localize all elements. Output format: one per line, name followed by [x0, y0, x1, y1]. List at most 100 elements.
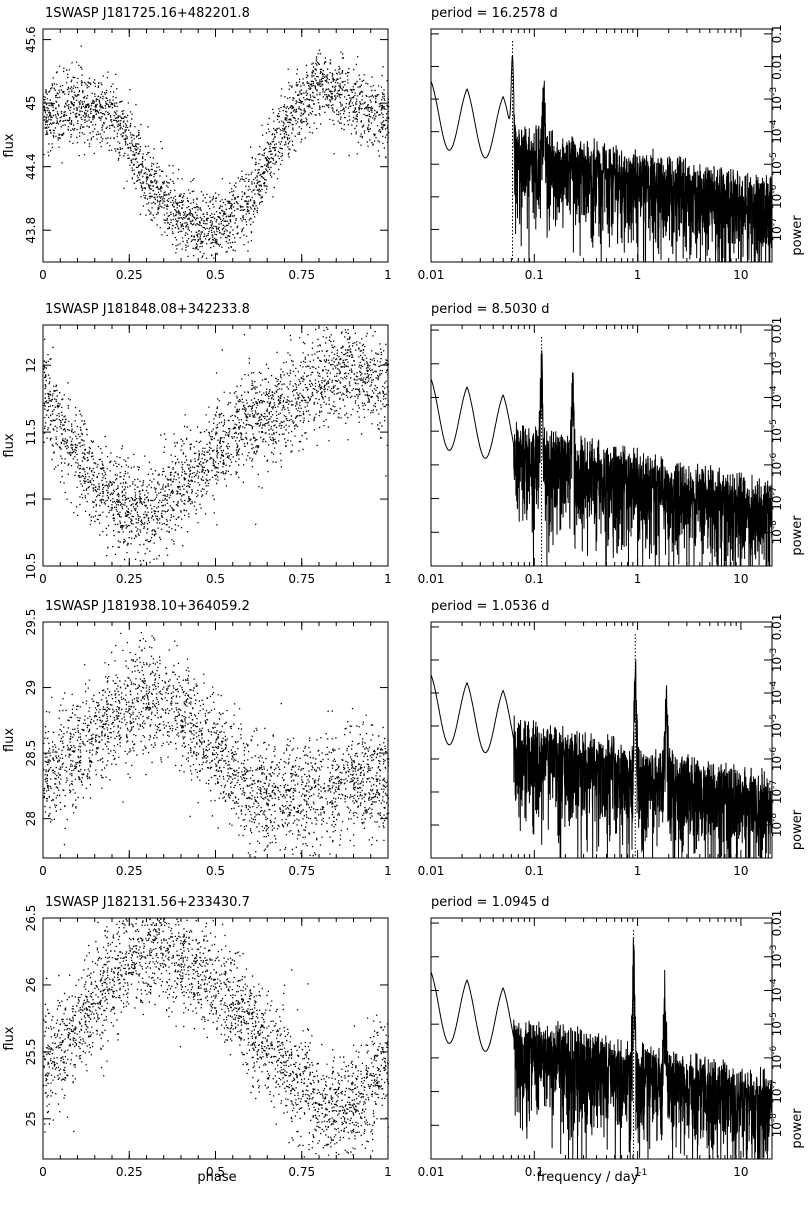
x-tick-label: 0.25	[116, 268, 143, 282]
y-tick-label: 45	[24, 95, 38, 110]
y-axis-label-flux: flux	[2, 1026, 17, 1050]
y-tick-label: 11.5	[24, 419, 38, 446]
x-tick-label: 0.25	[116, 1165, 143, 1179]
y-tick-label: 10-8	[769, 520, 784, 545]
y-tick-label: 10-7	[769, 486, 784, 510]
y-tick-label: 0.01	[770, 317, 784, 344]
y-tick-label: 10-5	[769, 419, 784, 443]
star-name-title: 1SWASP J181848.08+342233.8	[45, 302, 250, 317]
y-tick-label: 10-4	[769, 978, 784, 1003]
x-tick-label: 0.01	[418, 864, 445, 878]
y-axis-label-flux: flux	[2, 728, 17, 752]
x-tick-label: 0.75	[288, 572, 315, 586]
x-tick-label: 1	[384, 1165, 392, 1179]
flux-points	[43, 45, 390, 259]
x-tick-label: 0	[39, 1165, 47, 1179]
x-tick-label: 0.01	[418, 572, 445, 586]
y-tick-label: 26.5	[24, 905, 38, 932]
y-axis-label-power: power	[790, 515, 805, 556]
y-tick-label: 43.8	[24, 217, 38, 244]
y-tick-label: 10-5	[769, 152, 784, 176]
y-axis-label-power: power	[790, 1108, 805, 1149]
y-tick-label: 10-5	[769, 714, 784, 738]
x-tick-label: 1	[384, 864, 392, 878]
y-tick-label: 28.5	[24, 740, 38, 767]
y-tick-label: 10-6	[769, 184, 784, 209]
power-spectrum-line	[430, 55, 773, 263]
light-curve-panel-3: 1SWASP J181938.10+364059.2 flux 0 0.25 0.5 0.…	[2, 599, 392, 878]
y-tick-label: 25.5	[24, 1039, 38, 1066]
y-tick-label: 10-3	[769, 648, 784, 672]
light-curve-frame	[42, 324, 389, 567]
x-tick-label: 0.25	[116, 572, 143, 586]
y-tick-label: 10-8	[769, 1113, 784, 1138]
periodogram-panel-3: period = 1.0536 d power 0.01 0.1 1 10 10-8 10-7…	[418, 599, 805, 878]
periodogram-panel-4: period = 1.0945 d power 0.01 0.1 1 10 10-8 10-7…	[418, 895, 805, 1179]
light-curve-frame	[42, 917, 389, 1160]
x-tick-label: 0.1	[525, 1165, 544, 1179]
y-tick-label: 11	[24, 491, 38, 506]
period-label: period = 16.2578 d	[431, 6, 558, 21]
y-tick-label: 0.01	[770, 53, 784, 80]
periodogram-frame	[430, 28, 773, 263]
x-tick-label: 1	[634, 864, 642, 878]
x-tick-label: 0.75	[288, 1165, 315, 1179]
x-axis-label-phase: phase	[197, 1170, 236, 1185]
period-label: period = 1.0945 d	[431, 895, 549, 910]
star-name-title: 1SWASP J182131.56+233430.7	[45, 895, 250, 910]
power-spectrum-line	[430, 938, 773, 1160]
y-tick-label: 10-3	[769, 87, 784, 111]
x-tick-label: 0	[39, 268, 47, 282]
y-tick-label: 10-5	[769, 1012, 784, 1036]
x-tick-label: 0.25	[116, 864, 143, 878]
x-tick-label: 10	[733, 572, 748, 586]
y-tick-label: 26	[24, 977, 38, 992]
x-tick-label: 0.5	[206, 864, 225, 878]
y-tick-label: 10-3	[769, 945, 784, 969]
periodogram-frame	[430, 621, 773, 859]
x-tick-label: 0.1	[525, 572, 544, 586]
x-tick-label: 0.5	[206, 572, 225, 586]
x-tick-label: 1	[384, 572, 392, 586]
y-tick-label: 10-3	[769, 352, 784, 376]
x-tick-label: 0.5	[206, 1165, 225, 1179]
y-tick-label: 10-7	[769, 217, 784, 241]
y-tick-label: 10-8	[769, 813, 784, 838]
y-axis-label-power: power	[790, 809, 805, 850]
x-tick-label: 1	[384, 268, 392, 282]
flux-points	[43, 327, 390, 567]
y-tick-label: 12	[24, 358, 38, 373]
star-name-title: 1SWASP J181938.10+364059.2	[45, 599, 250, 614]
y-tick-label: 10-6	[769, 1045, 784, 1070]
periodogram-frame	[430, 917, 773, 1160]
x-tick-label: 10	[733, 1165, 748, 1179]
y-tick-label: 10-6	[769, 747, 784, 772]
x-tick-label: 0.1	[525, 864, 544, 878]
y-tick-label: 10-4	[769, 119, 784, 144]
power-spectrum-line	[430, 350, 773, 567]
periodogram-panel-1: period = 16.2578 d power 0.01 0.1 1 10 10-7 10-…	[418, 6, 805, 282]
y-tick-label: 10-4	[769, 681, 784, 706]
y-axis-label-power: power	[790, 215, 805, 256]
x-tick-label: 10	[733, 864, 748, 878]
x-tick-label: 0	[39, 864, 47, 878]
x-tick-label: 1	[634, 572, 642, 586]
power-spectrum-line	[430, 659, 773, 859]
flux-points	[43, 918, 390, 1158]
y-tick-label: 44.4	[24, 153, 38, 180]
x-tick-label: 0.75	[288, 864, 315, 878]
x-tick-label: 1	[634, 268, 642, 282]
light-curve-panel-2: 1SWASP J181848.08+342233.8 flux 0 0.25 0.5 0.…	[2, 302, 392, 586]
x-tick-label: 0	[39, 572, 47, 586]
panels-layer: 1SWASP J181725.16+482201.8 flux 0 0.25 0.5 0.…	[2, 6, 805, 1179]
period-label: period = 8.5030 d	[431, 302, 549, 317]
period-label: period = 1.0536 d	[431, 599, 549, 614]
flux-points	[43, 632, 390, 858]
x-tick-label: 0.5	[206, 268, 225, 282]
y-tick-label: 25	[24, 1111, 38, 1126]
star-name-title: 1SWASP J181725.16+482201.8	[45, 6, 250, 21]
x-tick-label: 10	[733, 268, 748, 282]
light-curve-panel-1: 1SWASP J181725.16+482201.8 flux 0 0.25 0.5 0.…	[2, 6, 392, 282]
y-tick-label: 10-4	[769, 385, 784, 410]
y-tick-label: 10-6	[769, 452, 784, 477]
